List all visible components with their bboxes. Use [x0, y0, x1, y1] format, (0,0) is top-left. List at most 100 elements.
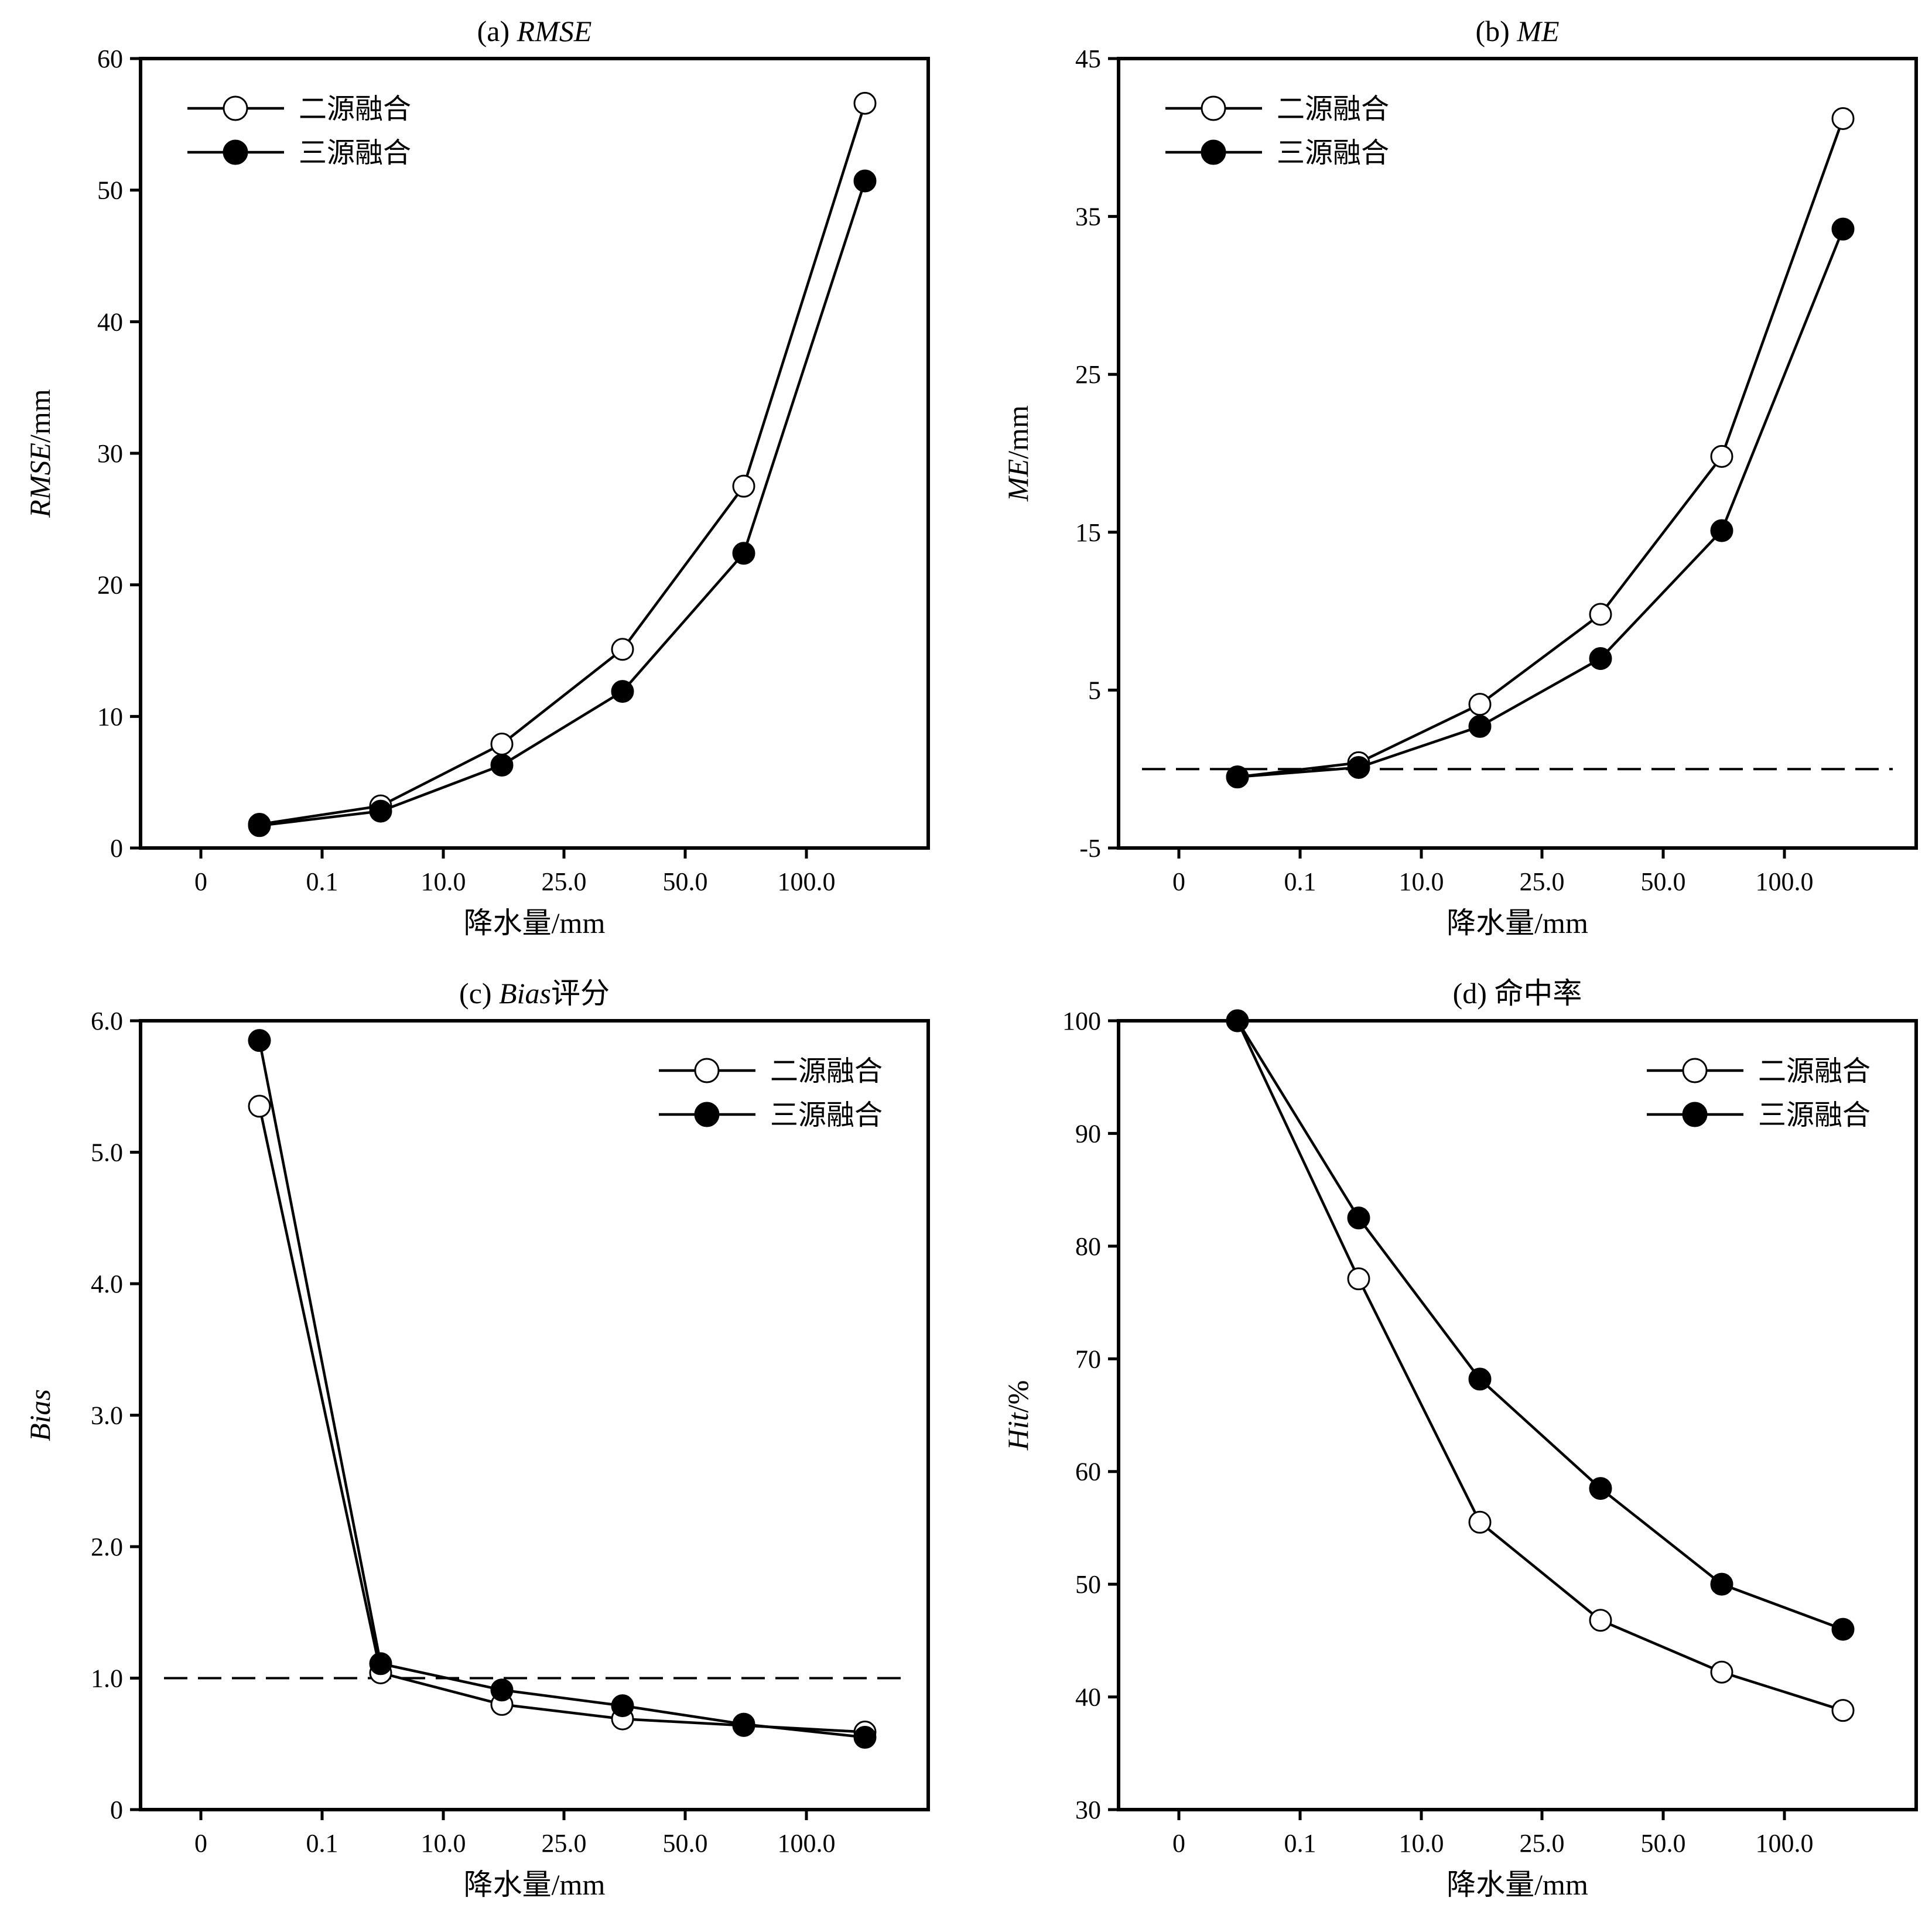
- y-axis-label: Bias: [23, 1389, 56, 1441]
- x-axis-label: 降水量/mm: [1447, 1868, 1588, 1901]
- open-point-5: [1710, 444, 1733, 468]
- legend-label: 二源融合: [1758, 1056, 1871, 1087]
- x-tick-label: 0.1: [1284, 1829, 1317, 1858]
- open-point-5: [1710, 1660, 1733, 1684]
- y-tick-label: 25: [1075, 360, 1101, 389]
- open-point-4: [1589, 603, 1612, 626]
- filled-point-5: [732, 1712, 755, 1736]
- plot-frame: [139, 57, 930, 850]
- open-point-6: [1831, 1699, 1855, 1722]
- chart-panel-4: (d) 命中率 30 40 50 60 70 80 90 100 0 0.1 10.0 25.0 50.0…: [1001, 977, 1918, 1901]
- chart-title-prefix: (c): [459, 977, 499, 1010]
- chart-title-prefix: (a): [477, 15, 517, 47]
- x-tick-label: 50.0: [663, 867, 708, 896]
- legend-marker: [694, 1058, 720, 1083]
- y-tick-label: 15: [1075, 518, 1101, 547]
- filled-point-1: [248, 814, 271, 837]
- filled-point-5: [732, 542, 755, 565]
- x-axis-label: 降水量/mm: [464, 1868, 606, 1901]
- y-tick-label: 50: [1075, 1570, 1101, 1599]
- legend-item-2: 三源融合: [659, 1100, 883, 1131]
- plot-frame: [139, 1019, 930, 1811]
- chart-panel-1: (a) RMSE 0 10 20 30 40 50 60 0 0.1 10.0 25.0 50.0 100…: [23, 15, 930, 939]
- series-line-1: [1237, 118, 1845, 778]
- legend-marker: [694, 1102, 720, 1127]
- filled-point-1: [248, 1029, 271, 1052]
- open-point-3: [1468, 693, 1492, 716]
- open-point-6: [853, 91, 877, 115]
- filled-point-5: [1710, 1572, 1733, 1596]
- x-tick-label: 0.1: [306, 1829, 338, 1858]
- x-tick-label: 0: [1172, 867, 1185, 896]
- series-line-2: [1236, 1020, 1844, 1631]
- series-line-1: [259, 102, 867, 826]
- y-axis-label-italic: RMSE: [23, 443, 56, 518]
- open-point-6: [1831, 107, 1855, 130]
- plot-frame: [1117, 57, 1918, 850]
- legend-label: 三源融合: [1277, 138, 1389, 169]
- y-axis-label-suffix: /mm: [1001, 405, 1034, 459]
- x-tick-label: 10.0: [421, 1829, 466, 1858]
- x-tick-label: 0: [194, 1829, 207, 1858]
- x-tick-label: 0.1: [306, 867, 338, 896]
- y-tick-label: 30: [97, 439, 123, 468]
- y-tick-label: 50: [97, 176, 123, 205]
- legend-label: 二源融合: [770, 1056, 883, 1087]
- chart-title-italic: ME: [1516, 15, 1559, 47]
- filled-point-3: [1468, 1367, 1492, 1391]
- legend-marker: [1682, 1058, 1708, 1083]
- y-tick-label: 70: [1075, 1345, 1101, 1373]
- filled-point-5: [1710, 519, 1733, 542]
- y-tick-label: 40: [97, 307, 123, 336]
- y-tick-label: 40: [1075, 1683, 1101, 1712]
- y-tick-label: 90: [1075, 1119, 1101, 1148]
- series-line-1: [1236, 1020, 1844, 1712]
- chart-title-prefix: (d): [1453, 977, 1495, 1010]
- filled-point-6: [853, 169, 877, 193]
- legend-item-2: 三源融合: [187, 138, 411, 169]
- filled-point-3: [490, 753, 514, 777]
- y-tick-label: 5.0: [91, 1138, 123, 1167]
- chart-title: (b) ME: [1475, 15, 1559, 47]
- plot-frame: [1117, 1019, 1918, 1811]
- x-tick-label: 100.0: [1756, 867, 1814, 896]
- filled-point-6: [1831, 217, 1855, 241]
- filled-point-2: [369, 1652, 392, 1676]
- y-tick-label: 3.0: [91, 1401, 123, 1430]
- chart-panel-2: (b) ME -5 5 15 25 35 45 0 0.1 10.0 25.0 50.0 100.0 降水…: [1001, 15, 1918, 939]
- legend-item-1: 二源融合: [1165, 94, 1389, 125]
- filled-point-4: [1589, 1477, 1612, 1500]
- y-tick-label: 10: [97, 702, 123, 731]
- y-tick-label: 100: [1062, 1007, 1101, 1035]
- y-tick-label: 5: [1088, 676, 1101, 705]
- series-line-2: [1237, 228, 1845, 778]
- x-tick-label: 25.0: [1520, 867, 1565, 896]
- x-tick-label: 10.0: [1399, 1829, 1444, 1858]
- legend-label: 二源融合: [1277, 94, 1389, 125]
- y-tick-label: 4.0: [91, 1270, 123, 1298]
- x-tick-label: 10.0: [421, 867, 466, 896]
- chart-title: (d) 命中率: [1453, 977, 1582, 1010]
- chart-title: (c) Bias评分: [459, 977, 610, 1010]
- filled-point-4: [1589, 647, 1612, 670]
- y-tick-label: 60: [97, 45, 123, 73]
- y-tick-label: 2.0: [91, 1533, 123, 1561]
- chart-title-suffix: 评分: [551, 977, 610, 1010]
- legend-marker: [223, 139, 248, 165]
- open-point-2: [1347, 1267, 1370, 1291]
- x-tick-label: 0.1: [1284, 867, 1317, 896]
- chart-title-italic: Bias: [499, 977, 551, 1010]
- open-point-5: [732, 474, 755, 498]
- filled-point-3: [490, 1678, 514, 1702]
- legend-label: 三源融合: [299, 138, 411, 169]
- filled-point-1: [1226, 1009, 1249, 1032]
- legend-item-1: 二源融合: [1647, 1056, 1871, 1087]
- y-axis-label-italic: Hit: [1001, 1412, 1034, 1451]
- y-tick-label: 20: [97, 571, 123, 600]
- legend-item-1: 二源融合: [187, 94, 411, 125]
- y-tick-label: 6.0: [91, 1007, 123, 1035]
- y-axis-label: RMSE/mm: [23, 389, 56, 518]
- open-point-3: [490, 733, 514, 756]
- chart-title-suffix: 命中率: [1494, 977, 1582, 1010]
- legend-marker: [1682, 1102, 1708, 1127]
